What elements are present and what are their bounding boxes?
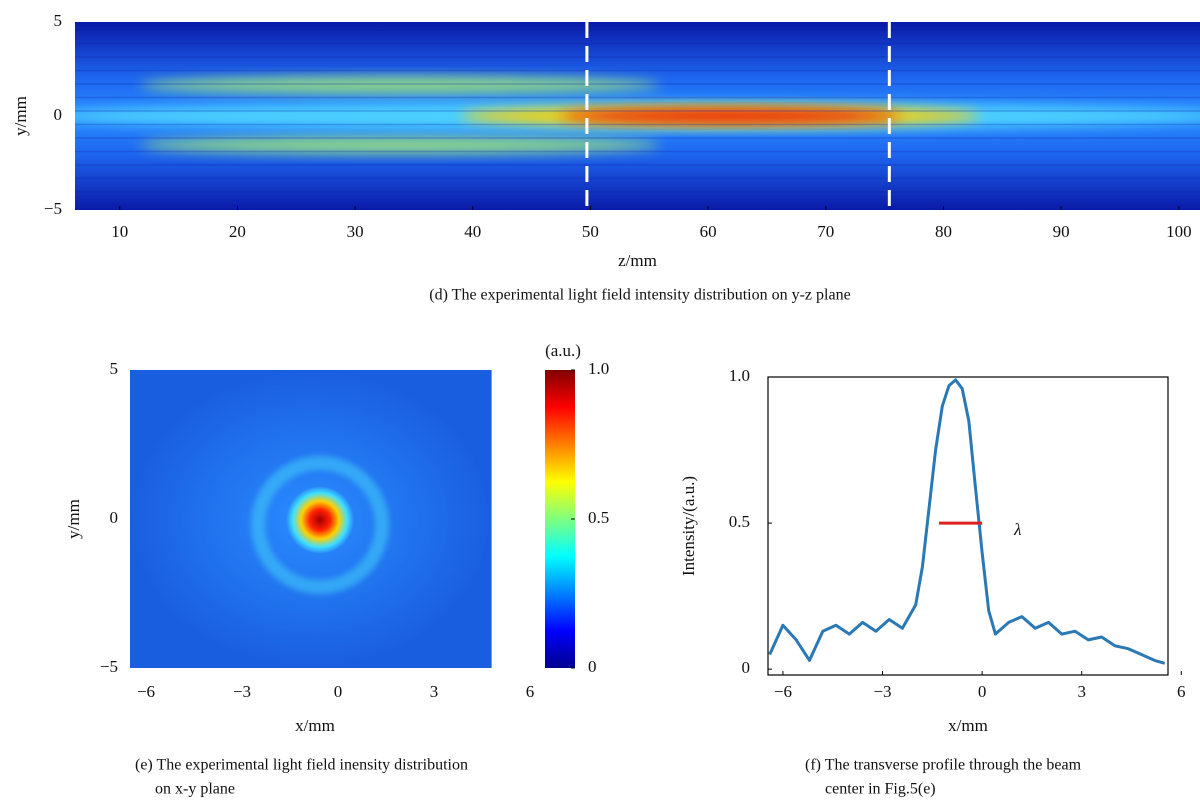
panel: λ −6 −3 0 3 6 0 0.5 1.0 x/mm Intensity/(a.u.) (f) T…	[679, 366, 1186, 798]
x-tick-label: 70	[817, 222, 834, 241]
x-tick-label: 90	[1053, 222, 1070, 241]
x-tick-label: 30	[347, 222, 364, 241]
heatmap-image	[40, 22, 1200, 210]
y-tick-label: 0	[110, 508, 119, 527]
x-tick-label: 60	[700, 222, 717, 241]
colorbar-tick-label: 0.5	[588, 508, 609, 527]
beam-side	[140, 76, 660, 94]
caption: on x-y plane	[155, 781, 235, 798]
panel: 10 20 30 40 50 60 70 80 90 100 −5 0 5 z/mm y/mm (d) The…	[11, 11, 1200, 304]
colorbar-tick-label: 0	[588, 657, 597, 676]
x-tick-label: 0	[978, 682, 987, 701]
caption: (f) The transverse profile through the b…	[805, 757, 1082, 774]
x-axis-label: z/mm	[618, 251, 657, 270]
x-tick-label: 80	[935, 222, 952, 241]
colorbar-label: (a.u.)	[545, 341, 581, 360]
y-tick-label: 1.0	[729, 366, 750, 385]
x-tick-label: −6	[137, 682, 155, 701]
x-tick-label: −3	[233, 682, 251, 701]
y-tick-label: −5	[44, 199, 62, 218]
x-tick-label: 50	[582, 222, 599, 241]
beam-spot	[286, 486, 354, 554]
x-tick-label: −3	[873, 682, 891, 701]
colorbar-tick-label: 1.0	[588, 359, 609, 378]
x-tick-label: 20	[229, 222, 246, 241]
caption: center in Fig.5(e)	[825, 781, 936, 798]
fwhm-label: λ	[1013, 520, 1021, 539]
x-tick-label: 0	[334, 682, 343, 701]
x-tick-label: 3	[430, 682, 439, 701]
y-axis-label: Intensity/(a.u.)	[679, 476, 698, 576]
y-axis-label: y/mm	[64, 499, 83, 539]
y-tick-label: −5	[100, 657, 118, 676]
x-tick-label: 10	[111, 222, 128, 241]
colorbar	[545, 370, 575, 668]
x-tick-label: 6	[526, 682, 535, 701]
x-axis-label: x/mm	[948, 716, 988, 735]
y-tick-label: 0	[742, 658, 751, 677]
x-tick-label: −6	[774, 682, 792, 701]
y-tick-label: 0	[54, 105, 63, 124]
caption: (d) The experimental light field intensi…	[429, 287, 850, 304]
figure: 102030405060708090100−505z/mmy/mm(d) The…	[0, 0, 1200, 801]
x-axis-label: x/mm	[295, 716, 335, 735]
x-tick-label: 6	[1177, 682, 1186, 701]
y-tick-label: 5	[110, 359, 119, 378]
x-tick-label: 3	[1077, 682, 1086, 701]
y-axis-label: y/mm	[11, 96, 30, 136]
caption: (e) The experimental light field inensit…	[135, 757, 468, 774]
y-tick-label: 0.5	[729, 512, 750, 531]
x-tick-label: 100	[1166, 222, 1192, 241]
panel: (a.u.) 0 0.5 1.0 −6 −3 0 3 6 −5 0 5 x/mm y/mm (e) The …	[64, 341, 609, 798]
x-tick-label: 40	[464, 222, 481, 241]
y-tick-label: 5	[54, 11, 63, 30]
